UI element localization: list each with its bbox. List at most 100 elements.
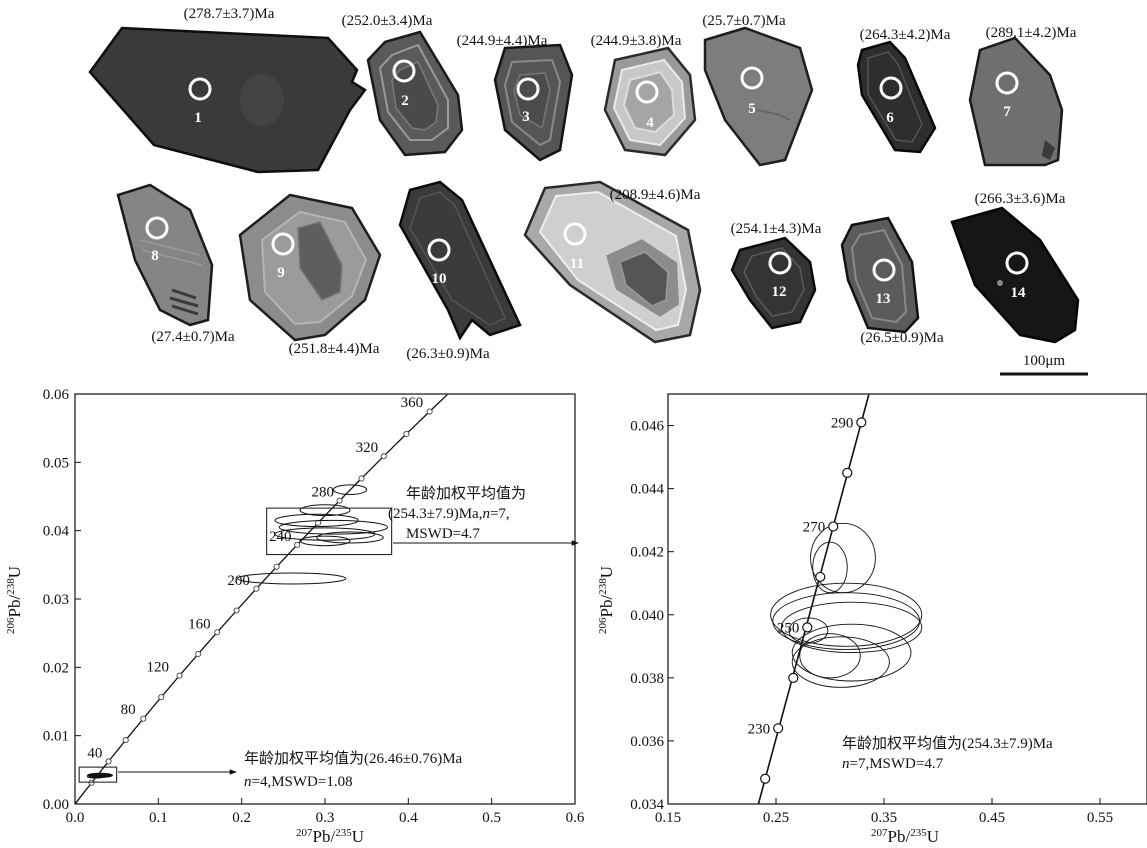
grain-age-12: (254.1±4.3)Ma — [731, 221, 822, 237]
analysis-spot-14 — [1005, 251, 1029, 275]
concordia-tick-point — [358, 475, 365, 482]
x-tick-label: 0.2 — [232, 810, 251, 826]
error-ellipse-1 — [332, 484, 368, 495]
y-tick-label: 0.00 — [43, 797, 69, 813]
grain-age-9: (251.8±4.4)Ma — [289, 341, 380, 357]
y-tick-label: 0.06 — [43, 387, 70, 403]
zircon-grain-7 — [968, 36, 1064, 167]
zircon-grain-3 — [493, 43, 574, 162]
analysis-spots — [145, 59, 1029, 282]
error-ellipse-8 — [791, 636, 890, 688]
zircon-grain-8 — [116, 183, 214, 327]
y-tick-label: 0.046 — [630, 419, 664, 435]
concordia-tick-point — [233, 607, 240, 614]
grain-number-8: 8 — [151, 248, 159, 264]
concordia-tick-point — [105, 758, 112, 765]
x-tick-label: 0.0 — [66, 810, 85, 826]
scale-bar: 100μm — [1000, 353, 1088, 376]
concordia-point — [802, 622, 813, 633]
concordia-tick-point — [214, 629, 221, 636]
y-tick-label: 0.01 — [43, 729, 69, 745]
concordia-tick-point — [294, 541, 301, 548]
y-tick-label: 0.036 — [630, 734, 664, 750]
grain-age-5: (25.7±0.7)Ma — [702, 13, 786, 29]
concordia-point — [760, 773, 771, 784]
grain-number-10: 10 — [432, 271, 447, 287]
x-tick-label: 0.1 — [149, 810, 168, 826]
concordia-age-label-80: 80 — [121, 702, 136, 718]
error-ellipse-5 — [780, 601, 923, 654]
x-tick-label: 0.5 — [482, 810, 501, 826]
selection-boxes — [78, 507, 393, 783]
analysis-spot-11 — [563, 222, 587, 246]
concordia-line — [757, 393, 870, 805]
selection-box-lower — [78, 766, 118, 783]
concordia-tick-point — [88, 779, 95, 786]
concordia-tick-point — [195, 650, 202, 658]
grain-number-12: 12 — [772, 284, 787, 300]
concordia-tick-point — [253, 585, 260, 592]
grain-age-7: (289.1±4.2)Ma — [986, 25, 1077, 41]
zircon-grain-13 — [840, 216, 920, 334]
error-ellipses — [770, 522, 923, 688]
grain-number-1: 1 — [194, 110, 202, 126]
annotation-upper: 年龄加权平均值为 (254.3±7.9)Ma,n=7, MSWD=4.7 — [388, 485, 530, 542]
analysis-spot-2 — [392, 59, 416, 83]
grain-age-6: (264.3±4.2)Ma — [860, 27, 951, 43]
axis-ticks: 0.15 0.25 0.35 0.45 0.55 0.034 0.036 0.038 0.040… — [630, 419, 1113, 826]
y-tick-label: 0.040 — [630, 608, 664, 624]
error-ellipses — [87, 484, 389, 779]
concordia-point — [773, 723, 784, 734]
lower-cluster — [88, 773, 112, 778]
concordia-age-label-280: 280 — [312, 485, 335, 501]
analysis-spot-4 — [635, 80, 659, 104]
grain-number-13: 13 — [876, 291, 891, 307]
concordia-curve — [757, 393, 870, 805]
concordia-tick-point — [122, 737, 129, 744]
x-tick-label: 0.45 — [979, 810, 1005, 826]
error-ellipse-3 — [770, 582, 923, 647]
x-axis-label: 207Pb/235U — [296, 827, 364, 846]
concordia-tick-point — [273, 563, 280, 570]
y-tick-label: 0.038 — [630, 671, 664, 687]
plot-frame — [74, 393, 576, 805]
x-tick-label: 0.15 — [655, 810, 681, 826]
y-tick-label: 0.042 — [630, 545, 664, 561]
concordia-age-label-160: 160 — [188, 616, 211, 632]
grain-age-13: (26.5±0.9)Ma — [860, 330, 944, 346]
grain-age-4: (244.9±3.8)Ma — [591, 33, 682, 49]
error-ellipse-8 — [236, 572, 347, 585]
concordia-age-label-270: 270 — [803, 519, 826, 535]
concordia-age-label-360: 360 — [401, 395, 424, 411]
annotation: 年龄加权平均值为(254.3±7.9)Ma n=7,MSWD=4.7 — [842, 735, 1056, 772]
concordia-age-label-240: 240 — [269, 529, 292, 545]
grain-age-11: (208.9±4.6)Ma — [610, 187, 701, 203]
scale-bar-label: 100μm — [1023, 353, 1066, 369]
zircon-grain-5 — [703, 26, 814, 167]
grain-age-2: (252.0±3.4)Ma — [342, 13, 433, 29]
x-tick-label: 0.55 — [1087, 810, 1113, 826]
y-tick-label: 0.05 — [43, 455, 69, 471]
zircon-grain-11 — [523, 180, 702, 344]
concordia-age-label-230: 230 — [748, 721, 771, 737]
zircon-grain-14 — [950, 206, 1080, 344]
analysis-spot-10 — [427, 238, 451, 262]
y-axis-label: 206Pb/238U — [5, 566, 24, 634]
plot-frame — [667, 393, 1147, 805]
concordia-tick-point — [315, 519, 322, 526]
grain-number-3: 3 — [522, 109, 530, 125]
analysis-spot-1 — [188, 77, 212, 101]
analysis-spot-12 — [768, 251, 792, 275]
y-tick-label: 0.02 — [43, 660, 69, 676]
grain-number-4: 4 — [646, 115, 654, 131]
x-tick-label: 0.6 — [566, 810, 585, 826]
analysis-spot-13 — [872, 258, 896, 282]
error-ellipse-7 — [299, 535, 351, 547]
grain-number-11: 11 — [570, 256, 584, 272]
x-tick-label: 0.25 — [763, 810, 789, 826]
x-tick-label: 0.35 — [871, 810, 897, 826]
x-tick-label: 0.4 — [399, 810, 418, 826]
y-tick-label: 0.04 — [43, 524, 70, 540]
grain-age-labels: (278.7±3.7)Ma (252.0±3.4)Ma (244.9±4.4)Ma (… — [151, 6, 1076, 362]
